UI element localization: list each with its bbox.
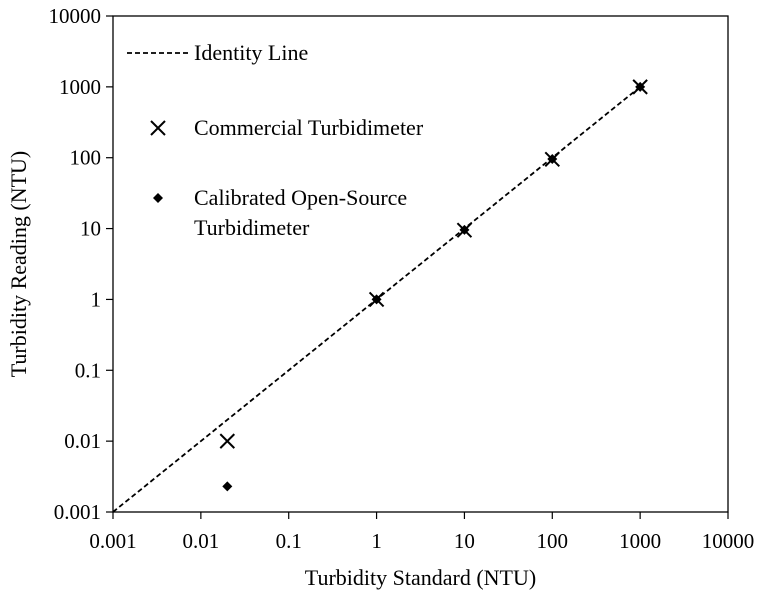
- data-points-layer: [219, 79, 648, 492]
- x-tick-label: 0.01: [182, 529, 219, 553]
- x-axis-ticks: 0.001 0.01 0.1 1 10 100 1000 10000: [89, 512, 754, 553]
- x-marker-stroke: [368, 291, 385, 308]
- y-tick-label: 0.001: [54, 500, 101, 524]
- legend-open-source-swatch: [153, 193, 163, 203]
- x-tick-label: 10000: [702, 529, 755, 553]
- legend-commercial-label: Commercial Turbidimeter: [194, 115, 424, 140]
- plot-area: [112, 15, 729, 513]
- y-tick-label: 1: [91, 287, 102, 311]
- x-tick-label: 1: [371, 529, 382, 553]
- commercial-point: [456, 222, 473, 238]
- legend-open-source-label: Turbidimeter: [194, 215, 310, 240]
- commercial-point: [632, 79, 648, 95]
- x-tick-label: 100: [537, 529, 569, 553]
- x-tick-label: 0.001: [89, 529, 136, 553]
- x-marker-stroke: [544, 151, 560, 167]
- y-tick-label: 100: [70, 146, 102, 170]
- commercial-point: [544, 151, 560, 167]
- y-tick-label: 1000: [59, 75, 101, 99]
- commercial-point: [368, 291, 385, 308]
- x-tick-label: 1000: [619, 529, 661, 553]
- legend-open-source-label: Calibrated Open-Source: [194, 185, 407, 210]
- y-tick-label: 10000: [49, 4, 102, 28]
- legend-commercial-swatch: [150, 120, 166, 136]
- x-tick-label: 0.1: [276, 529, 302, 553]
- y-tick-label: 0.1: [75, 358, 101, 382]
- open-source-point: [222, 481, 233, 492]
- y-tick-label: 10: [80, 217, 101, 241]
- x-marker-stroke: [632, 79, 648, 95]
- y-tick-label: 0.01: [64, 429, 101, 453]
- x-marker-stroke: [456, 222, 473, 238]
- legend-identity-label: Identity Line: [194, 40, 308, 65]
- y-axis-ticks: 0.001 0.01 0.1 1 10 100 1000 10000: [49, 4, 113, 524]
- x-marker-stroke: [150, 120, 166, 136]
- plot-border: [112, 15, 729, 513]
- x-marker-stroke: [219, 433, 236, 449]
- y-axis-title: Turbidity Reading (NTU): [6, 151, 31, 378]
- x-axis-title: Turbidity Standard (NTU): [305, 565, 536, 590]
- x-tick-label: 10: [454, 529, 475, 553]
- commercial-point: [219, 433, 236, 449]
- legend: Identity Line Commercial Turbidimeter Cali…: [127, 40, 424, 240]
